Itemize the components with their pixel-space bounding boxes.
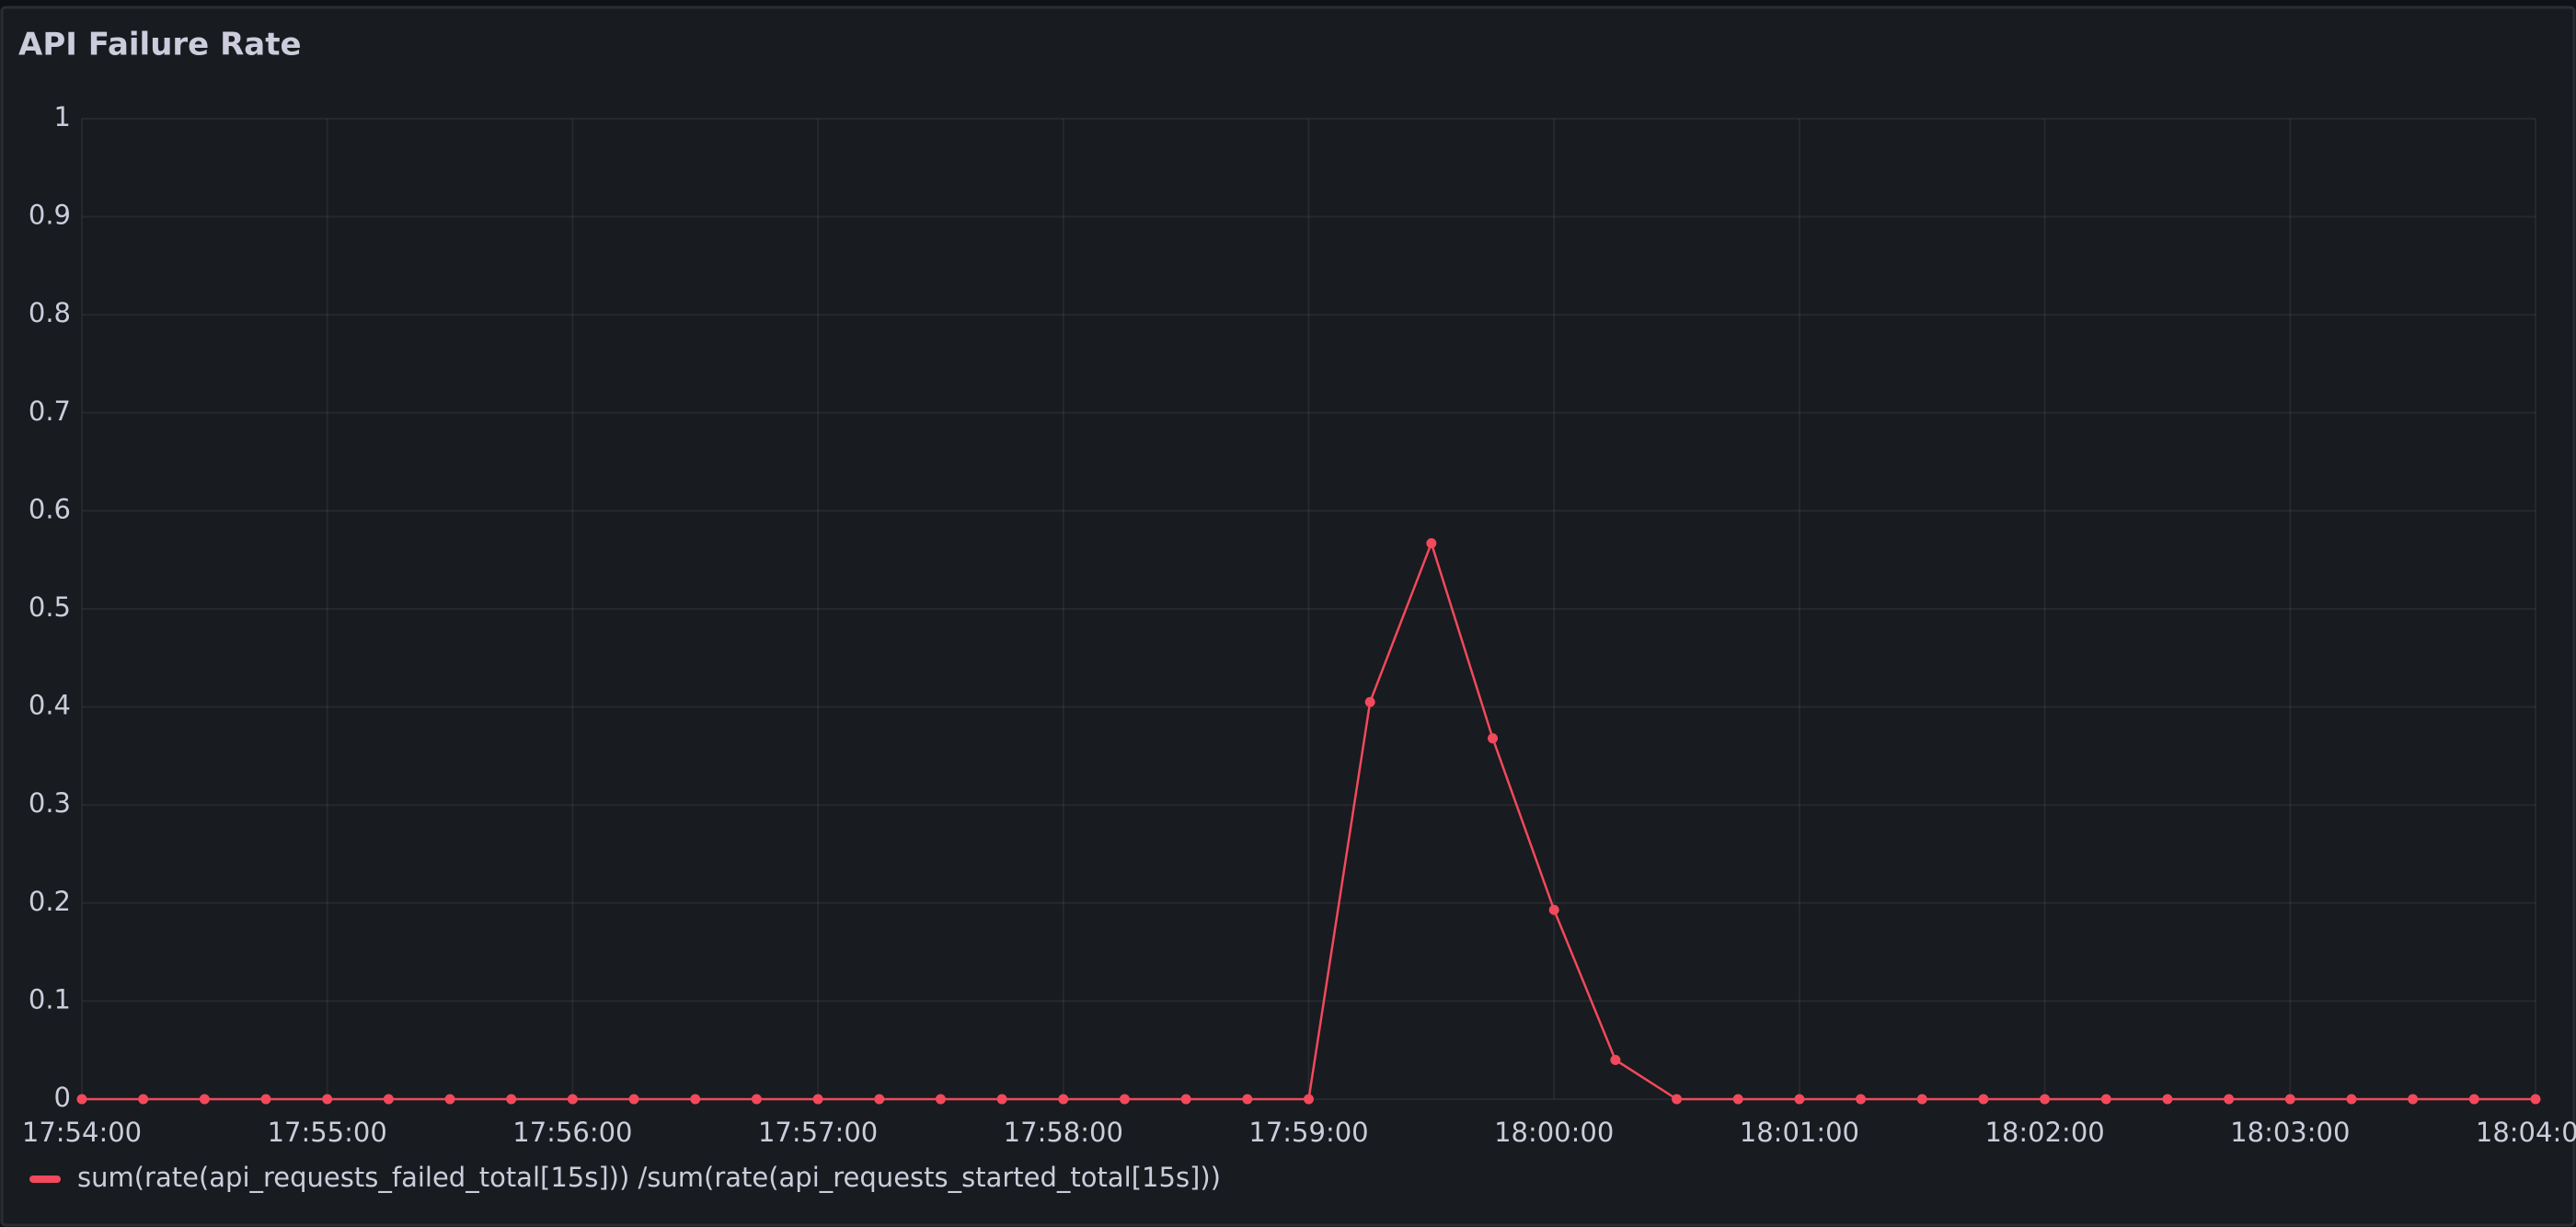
x-tick-label: 17:58:00 (1004, 1117, 1123, 1148)
x-tick-label: 18:03:00 (2230, 1117, 2350, 1148)
data-point (1488, 733, 1499, 744)
data-point (874, 1094, 885, 1105)
data-point (2284, 1094, 2295, 1105)
x-tick-label: 18:00:00 (1494, 1117, 1614, 1148)
data-point (2040, 1094, 2051, 1105)
data-point (138, 1094, 149, 1105)
data-point (383, 1094, 394, 1105)
x-tick-label: 17:57:00 (758, 1117, 878, 1148)
data-point (1856, 1094, 1867, 1105)
data-point (1058, 1094, 1069, 1105)
panel-title: API Failure Rate (18, 27, 302, 63)
data-point (1119, 1094, 1130, 1105)
y-tick-label: 0.4 (29, 690, 71, 721)
data-point (2408, 1094, 2419, 1105)
data-point (1304, 1094, 1314, 1105)
data-point (690, 1094, 701, 1105)
data-point (1916, 1094, 1927, 1105)
x-tick-label: 18:02:00 (1984, 1117, 2104, 1148)
y-tick-label: 0.5 (29, 591, 71, 623)
data-point (1364, 696, 1375, 707)
data-point (751, 1094, 762, 1105)
y-tick-label: 0.2 (29, 886, 71, 917)
y-tick-label: 0.6 (29, 493, 71, 524)
x-tick-label: 17:59:00 (1248, 1117, 1368, 1148)
data-point (1426, 538, 1437, 549)
data-point (2530, 1094, 2541, 1105)
data-point (2468, 1094, 2479, 1105)
data-point (1732, 1094, 1743, 1105)
y-tick-label: 1 (54, 101, 71, 132)
legend-swatch (29, 1175, 61, 1183)
data-point (1242, 1094, 1253, 1105)
data-point (260, 1094, 271, 1105)
data-point (2162, 1094, 2173, 1105)
data-point (506, 1094, 517, 1105)
x-tick-label: 17:54:00 (22, 1117, 142, 1148)
data-point (935, 1094, 946, 1105)
data-point (1672, 1094, 1683, 1105)
data-point (996, 1094, 1007, 1105)
y-tick-label: 0.9 (29, 200, 71, 231)
data-point (628, 1094, 639, 1105)
y-tick-label: 0.8 (29, 297, 71, 328)
data-point (2346, 1094, 2357, 1105)
data-point (76, 1094, 87, 1105)
data-point (1610, 1054, 1621, 1065)
y-tick-label: 0 (54, 1082, 71, 1113)
data-point (1180, 1094, 1191, 1105)
x-tick-label: 17:55:00 (268, 1117, 387, 1148)
x-tick-label: 18:04:00 (2476, 1117, 2576, 1148)
data-point (199, 1094, 210, 1105)
y-tick-label: 0.1 (29, 983, 71, 1015)
data-point (1978, 1094, 1989, 1105)
data-point (1794, 1094, 1805, 1105)
y-tick-label: 0.3 (29, 787, 71, 819)
data-point (444, 1094, 455, 1105)
data-point (322, 1094, 333, 1105)
data-point (567, 1094, 578, 1105)
panel-background (0, 6, 2576, 1227)
data-point (812, 1094, 823, 1105)
legend-label: sum(rate(api_requests_failed_total[15s])… (77, 1162, 1221, 1193)
x-tick-label: 18:01:00 (1740, 1117, 1859, 1148)
x-tick-label: 17:56:00 (512, 1117, 632, 1148)
data-point (2224, 1094, 2235, 1105)
data-point (1548, 904, 1559, 915)
data-point (2100, 1094, 2111, 1105)
y-tick-label: 0.7 (29, 396, 71, 427)
